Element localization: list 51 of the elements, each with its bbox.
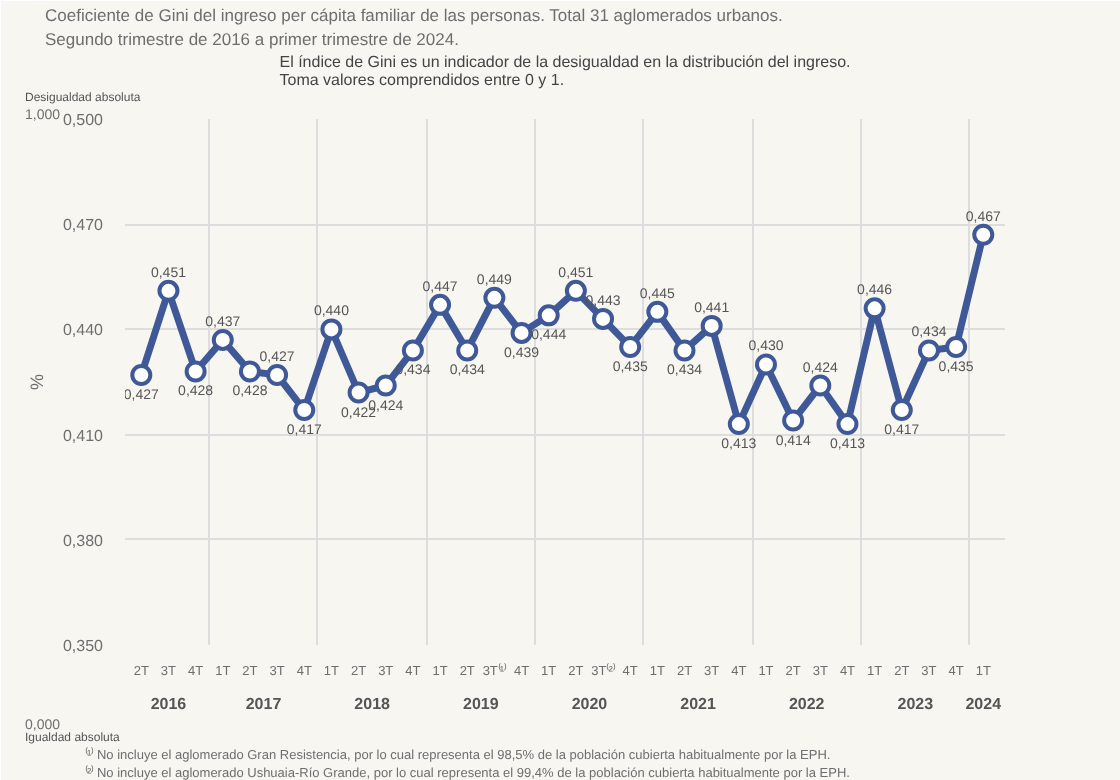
point (972, 223, 995, 246)
point (564, 279, 587, 302)
point (917, 339, 940, 362)
point (347, 381, 370, 404)
point (184, 360, 207, 383)
point (157, 279, 180, 302)
point (293, 399, 316, 422)
text: El índice de Gini es un indicador de la desigualdad en la distribución del ingreso. Toma valores comprendidos entre 0 y 1. (279, 53, 851, 89)
point (483, 286, 506, 309)
point (374, 374, 397, 397)
point (836, 413, 859, 436)
y-tick-label: 0,440 (62, 321, 105, 340)
point (782, 409, 805, 432)
point (537, 304, 560, 327)
point (266, 364, 289, 386)
point (673, 339, 696, 362)
point (890, 399, 913, 422)
chart-title: Coeficiente de Gini del ingreso per cápita familiar de las personas. Total 31 aglomerados urbanos. (45, 5, 783, 25)
point (510, 321, 533, 344)
point (754, 353, 777, 376)
text: 2023 (897, 695, 935, 713)
text: 2020 (571, 695, 609, 713)
text: 2019 (463, 695, 500, 713)
y-tick-label: 0,350 (62, 637, 105, 655)
text: 2024 (965, 695, 1003, 713)
text: 2018 (354, 695, 392, 713)
y-tick-label: 0,500 (62, 111, 105, 129)
point (320, 318, 343, 341)
point (809, 374, 832, 397)
point (945, 335, 968, 358)
point (619, 335, 642, 358)
text: 2021 (680, 695, 717, 713)
point (592, 307, 615, 330)
y-tick-label: 0,470 (62, 216, 105, 235)
point (863, 297, 886, 320)
point (211, 328, 234, 351)
point (130, 364, 153, 386)
point (401, 339, 424, 362)
point (700, 314, 723, 337)
point (727, 413, 750, 436)
point (238, 360, 261, 383)
point (429, 293, 452, 316)
point (646, 300, 669, 323)
point (456, 339, 479, 362)
text: 2022 (788, 695, 826, 713)
chart-subtitle: Segundo trimestre de 2016 a primer trimestre de 2024. (45, 29, 459, 49)
y-tick-label: 0,410 (62, 426, 105, 445)
y-axis-title: % (26, 373, 47, 390)
text: 2016 (150, 695, 188, 713)
y-tick-label: 0,380 (62, 531, 105, 550)
text: 2017 (245, 695, 283, 713)
